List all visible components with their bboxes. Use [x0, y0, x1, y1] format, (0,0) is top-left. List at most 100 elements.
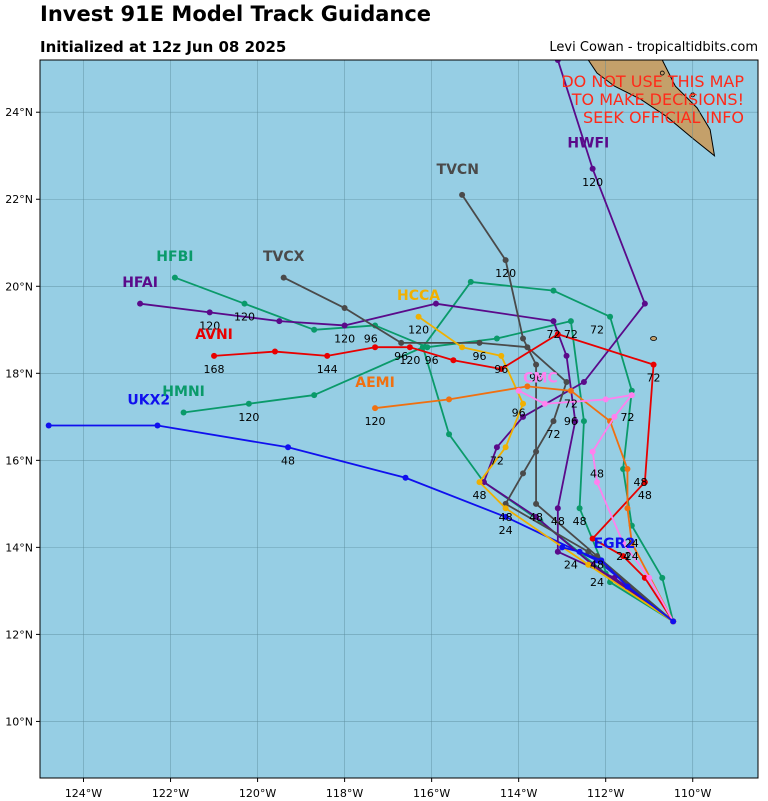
- model-name-avni: AVNI: [195, 327, 233, 343]
- forecast-hour-label: 120: [365, 415, 386, 428]
- x-tick-label: 124°W: [65, 787, 102, 800]
- track-point: [620, 540, 627, 547]
- forecast-hour-label: 24: [625, 550, 639, 563]
- track-point: [520, 413, 527, 420]
- forecast-hour-label: 24: [616, 550, 630, 563]
- y-tick-label: 18°N: [5, 367, 33, 380]
- model-name-hfai: HFAI: [122, 275, 158, 291]
- track-point: [154, 422, 161, 429]
- track-point: [502, 505, 509, 512]
- track-point: [311, 392, 318, 399]
- track-point: [624, 583, 631, 590]
- track-point: [467, 278, 474, 285]
- track-line: [461, 194, 674, 623]
- track-point: [432, 300, 439, 307]
- model-name-hcca: HCCA: [397, 288, 440, 304]
- track-point: [520, 400, 527, 407]
- track-point: [576, 505, 583, 512]
- track-point: [641, 300, 648, 307]
- track-point: [550, 318, 557, 325]
- track-point: [498, 352, 505, 359]
- track-point: [45, 422, 52, 429]
- forecast-hour-label: 24: [590, 576, 604, 589]
- track-point: [670, 618, 677, 625]
- forecast-hour-label: 144: [317, 363, 338, 376]
- track-point: [611, 413, 618, 420]
- model-name-tvcn: TVCN: [437, 162, 479, 178]
- forecast-hour-label: 48: [573, 515, 587, 528]
- track-point: [415, 313, 422, 320]
- y-tick-label: 22°N: [5, 193, 33, 206]
- track-point: [515, 387, 522, 394]
- forecast-hour-label: 72: [564, 328, 578, 341]
- forecast-hour-label: 120: [408, 324, 429, 337]
- track-point: [554, 548, 561, 555]
- track-point: [550, 287, 557, 294]
- model-name-ukx2: UKX2: [127, 392, 170, 408]
- track-point: [502, 257, 509, 264]
- track-point: [171, 274, 178, 281]
- forecast-hour-label: 48: [551, 515, 565, 528]
- track-point: [398, 339, 405, 346]
- map-frame: [39, 59, 759, 779]
- track-point: [406, 344, 413, 351]
- track-point: [598, 557, 605, 564]
- model-name-cmc: CMC: [523, 371, 557, 387]
- track-point: [567, 387, 574, 394]
- track-point: [554, 505, 561, 512]
- track-point: [593, 479, 600, 486]
- track-point: [311, 326, 318, 333]
- track-point: [280, 274, 287, 281]
- page-subtitle: Initialized at 12z Jun 08 2025: [40, 38, 287, 56]
- forecast-hour-label: 72: [546, 328, 560, 341]
- track-point: [245, 400, 252, 407]
- track-cmc: [515, 387, 677, 625]
- forecast-hour-label: 24: [499, 524, 513, 537]
- track-point: [585, 561, 592, 568]
- track-line: [139, 302, 674, 623]
- track-point: [524, 383, 531, 390]
- track-hfai: [137, 300, 677, 625]
- forecast-hour-label: 120: [238, 411, 259, 424]
- forecast-hour-label: 48: [499, 511, 513, 524]
- ocean-background: [40, 60, 758, 778]
- track-point: [341, 305, 348, 312]
- track-point: [520, 470, 527, 477]
- track-point: [502, 444, 509, 451]
- forecast-hour-label: 72: [647, 372, 661, 385]
- forecast-hour-label: 24: [625, 537, 639, 550]
- model-name-tvcx: TVCX: [263, 249, 305, 265]
- forecast-hour-label: 120: [582, 176, 603, 189]
- x-tick-label: 114°W: [500, 787, 537, 800]
- forecast-hour-label: 48: [638, 489, 652, 502]
- track-point: [459, 191, 466, 198]
- forecast-hour-label: 96: [529, 372, 543, 385]
- forecast-hour-label: 96: [473, 350, 487, 363]
- track-point: [446, 396, 453, 403]
- forecast-hour-label: 120: [399, 354, 420, 367]
- forecast-hour-label: 168: [204, 363, 225, 376]
- model-name-hmni: HMNI: [162, 384, 205, 400]
- track-point: [276, 318, 283, 325]
- track-point: [641, 574, 648, 581]
- track-point: [211, 352, 218, 359]
- track-point: [624, 505, 631, 512]
- forecast-hour-label: 48: [590, 467, 604, 480]
- forecast-hour-label: 72: [546, 428, 560, 441]
- track-point: [628, 387, 635, 394]
- model-name-aemi: AEMI: [355, 375, 395, 391]
- x-tick-label: 110°W: [674, 787, 711, 800]
- track-point: [554, 60, 561, 63]
- track-point: [493, 444, 500, 451]
- track-point: [572, 418, 579, 425]
- track-point: [372, 344, 379, 351]
- credit-text: Levi Cowan - tropicaltidbits.com: [549, 40, 758, 55]
- track-line: [482, 60, 674, 623]
- track-point: [446, 431, 453, 438]
- x-tick-label: 122°W: [152, 787, 189, 800]
- track-point: [659, 574, 666, 581]
- track-point: [450, 357, 457, 364]
- track-point: [533, 513, 540, 520]
- page-title: Invest 91E Model Track Guidance: [40, 2, 432, 26]
